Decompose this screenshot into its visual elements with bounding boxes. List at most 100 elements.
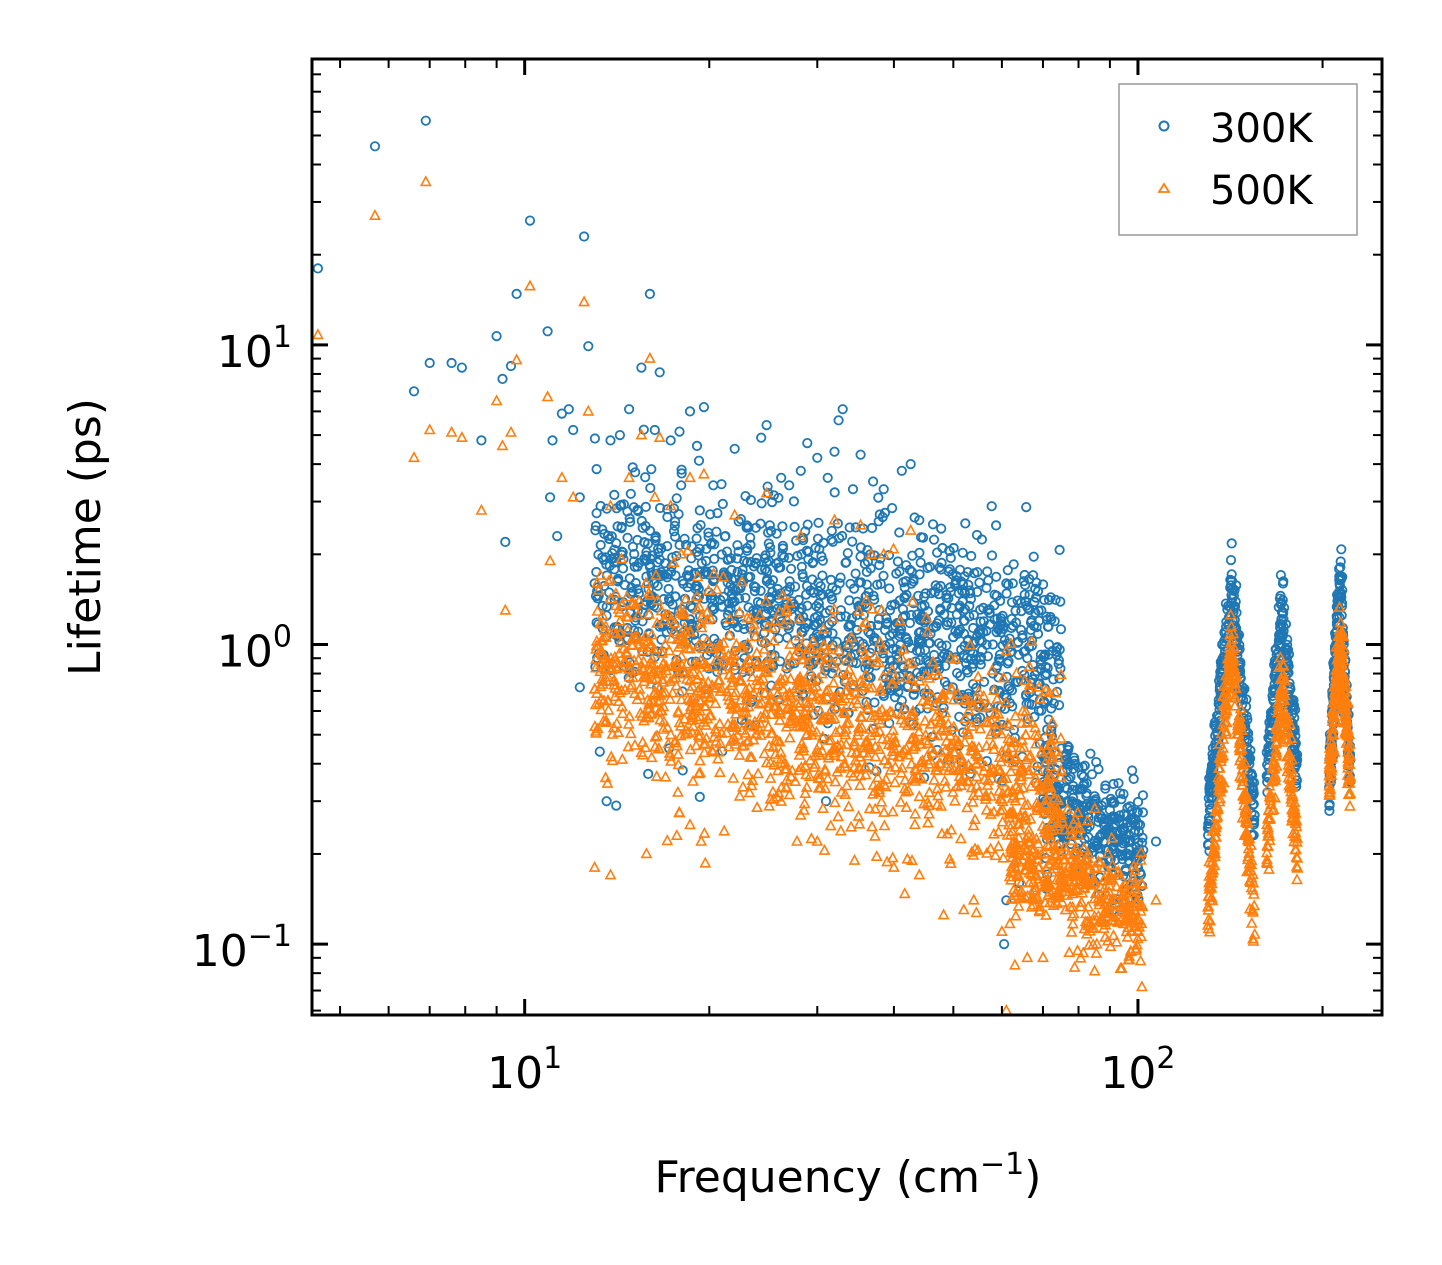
data-point-500k (632, 653, 645, 665)
data-point-500k (668, 616, 681, 628)
data-point-500k (822, 650, 835, 662)
data-point-300k (957, 586, 968, 597)
data-point-300k (936, 640, 947, 652)
data-point-500k (1343, 799, 1356, 811)
data-point-500k (601, 670, 614, 682)
data-point-500k (1336, 672, 1349, 684)
data-point-300k (958, 615, 969, 626)
data-point-300k (844, 595, 855, 606)
data-point-500k (612, 695, 625, 707)
data-point-500k (622, 610, 634, 622)
data-point-500k (702, 584, 715, 596)
data-point-300k (1324, 805, 1335, 817)
data-point-500k (956, 754, 969, 766)
data-point-500k (798, 803, 810, 815)
data-point-300k (665, 566, 677, 578)
data-point-300k (511, 288, 522, 299)
data-point-500k (753, 697, 766, 709)
data-point-300k (756, 498, 767, 509)
data-point-500k (967, 893, 980, 905)
data-point-500k (793, 673, 806, 685)
data-point-500k (1106, 858, 1119, 870)
data-point-300k (1048, 698, 1059, 709)
data-point-500k (1240, 801, 1253, 813)
data-point-300k (662, 540, 673, 552)
data-point-500k (1022, 764, 1035, 776)
data-point-500k (852, 604, 865, 616)
data-point-300k (1046, 703, 1057, 714)
data-point-500k (726, 720, 739, 732)
data-point-500k (1021, 715, 1034, 727)
data-point-500k (1129, 896, 1142, 908)
data-point-500k (923, 671, 936, 683)
data-point-500k (1214, 792, 1227, 804)
data-point-500k (1243, 846, 1256, 858)
data-point-300k (1065, 771, 1076, 783)
data-point-500k (814, 692, 826, 704)
data-point-300k (761, 566, 773, 577)
data-point-500k (742, 700, 755, 712)
data-point-300k (568, 424, 579, 436)
data-point-500k (1269, 773, 1282, 785)
data-point-300k (802, 600, 813, 611)
data-point-500k (842, 637, 855, 649)
data-point-500k (1031, 801, 1044, 813)
data-point-500k (672, 747, 685, 759)
data-point-300k (654, 502, 666, 514)
data-point-500k (995, 792, 1008, 804)
data-point-300k (1220, 598, 1232, 609)
data-point-500k (1135, 846, 1147, 858)
data-point-500k (945, 683, 958, 695)
data-point-500k (643, 701, 656, 713)
data-point-500k (643, 607, 656, 619)
data-point-500k (660, 660, 673, 672)
data-point-500k (784, 637, 797, 649)
data-point-500k (801, 697, 814, 709)
data-point-500k (997, 772, 1010, 784)
data-point-300k (542, 326, 553, 337)
data-point-500k (817, 802, 829, 814)
data-point-500k (1331, 663, 1344, 675)
data-point-300k (668, 526, 680, 537)
data-point-300k (612, 521, 623, 532)
data-point-300k (914, 547, 925, 558)
data-point-500k (1088, 860, 1101, 872)
data-point-300k (595, 500, 606, 512)
data-point-500k (828, 602, 841, 614)
data-point-500k (751, 801, 764, 813)
data-point-300k (712, 666, 723, 678)
data-point-500k (838, 725, 851, 737)
data-point-500k (1036, 781, 1049, 793)
data-point-500k (1270, 728, 1283, 740)
data-point-500k (1022, 829, 1035, 841)
data-point-500k (1263, 862, 1275, 874)
data-point-500k (684, 642, 697, 654)
data-point-500k (615, 598, 628, 610)
data-point-500k (1291, 851, 1304, 863)
data-point-500k (940, 734, 953, 746)
data-point-500k (785, 770, 798, 782)
data-point-300k (709, 539, 720, 550)
data-point-500k (588, 682, 601, 694)
data-point-500k (688, 690, 701, 702)
data-point-300k (911, 645, 923, 656)
data-point-500k (762, 720, 775, 732)
data-point-500k (1095, 893, 1108, 905)
data-point-300k (691, 440, 703, 451)
data-point-500k (772, 703, 785, 715)
data-point-500k (853, 762, 866, 774)
data-point-500k (623, 471, 636, 483)
data-point-500k (1128, 876, 1141, 888)
data-point-500k (673, 632, 686, 644)
data-point-500k (800, 780, 813, 792)
data-point-500k (652, 742, 665, 754)
data-point-500k (607, 674, 620, 686)
data-point-500k (952, 735, 965, 747)
data-point-500k (1063, 946, 1076, 958)
data-point-300k (981, 582, 992, 594)
data-point-500k (863, 741, 876, 753)
data-point-500k (1209, 819, 1222, 831)
data-point-300k (788, 496, 800, 507)
data-point-500k (1048, 807, 1060, 819)
